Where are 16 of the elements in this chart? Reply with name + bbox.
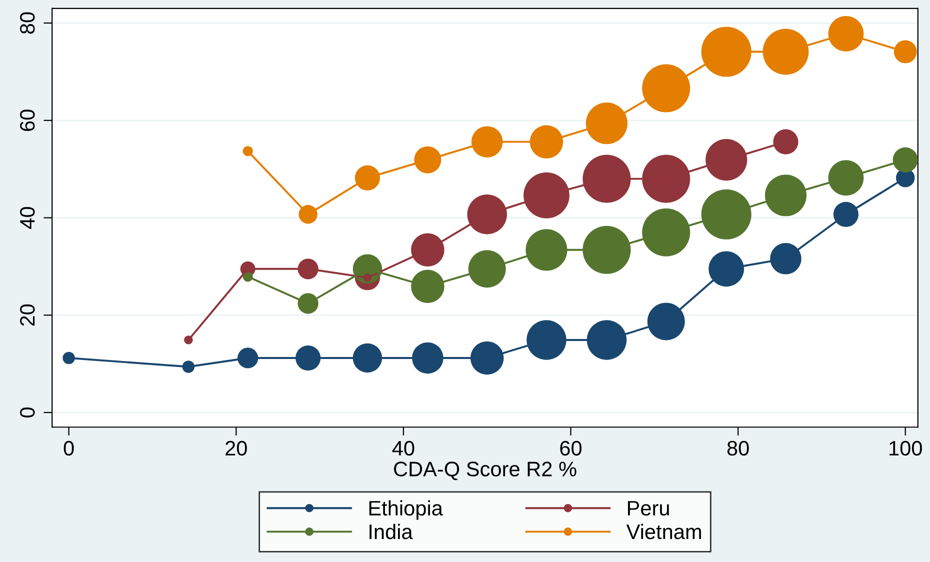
x-tick-label: 80 [727,440,749,456]
y-tick-label: 20 [20,304,35,326]
x-tick-label: 40 [392,440,414,456]
x-tick-label: 0 [64,440,74,456]
x-tick-label: 60 [560,440,582,456]
y-tick-label: 80 [20,12,35,34]
x-tick-label: 20 [226,440,247,456]
legend-label: Ethiopia [369,500,443,520]
legend-label: Peru [628,501,669,516]
legend-label: Vietnam [626,524,701,540]
y-tick-label: 0 [20,408,35,418]
legend-label: India [370,524,413,540]
x-axis-title: CDA-Q Score R2 % [394,462,576,480]
y-tick-label: 40 [20,207,35,229]
x-tick-label: 100 [890,440,922,456]
y-tick-label: 60 [20,110,35,131]
